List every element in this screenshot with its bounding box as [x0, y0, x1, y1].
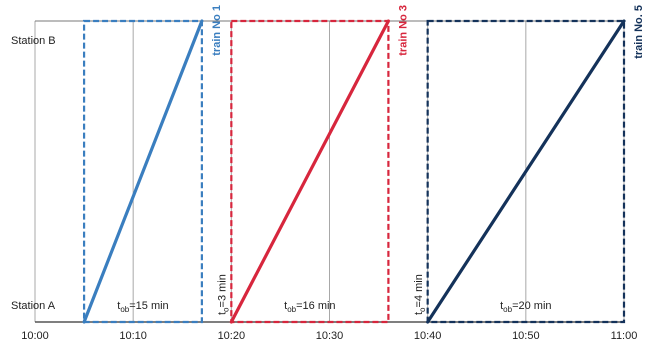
turnaround-label-1: to=4 min [413, 274, 427, 315]
x-tick-label-6: 11:00 [611, 330, 638, 341]
duration-label-1: tob=16 min [284, 300, 335, 314]
station-label-a: Station A [11, 300, 56, 312]
x-tick-label-4: 10:40 [414, 330, 442, 341]
x-tick-label-5: 10:50 [512, 330, 540, 341]
x-tick-label-0: 10:00 [21, 330, 49, 341]
train-line-2 [426, 19, 626, 324]
train-label-2: train No. 5 [633, 5, 645, 59]
station-label-b: Station B [11, 35, 56, 47]
x-tick-label-2: 10:20 [218, 330, 246, 341]
train-line-0 [82, 19, 204, 324]
duration-label-2: tob=20 min [500, 300, 551, 314]
dashed-box-2 [426, 19, 626, 324]
dashed-box-1 [230, 19, 390, 324]
duration-label-0: tob=15 min [117, 300, 168, 314]
x-tick-label-3: 10:30 [316, 330, 344, 341]
x-tick-label-1: 10:10 [119, 330, 147, 341]
train-label-1: train No 3 [397, 5, 409, 56]
train-line-1 [229, 19, 390, 324]
train-label-0: train No 1 [211, 5, 223, 56]
dashed-box-0 [82, 19, 203, 324]
turnaround-label-0: to=3 min [217, 274, 231, 315]
